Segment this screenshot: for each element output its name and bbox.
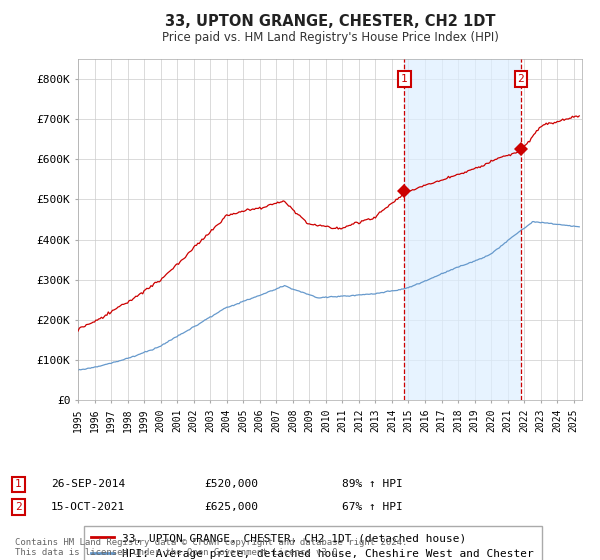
Text: 89% ↑ HPI: 89% ↑ HPI [342,479,403,489]
Text: 15-OCT-2021: 15-OCT-2021 [51,502,125,512]
Text: 1: 1 [15,479,22,489]
Text: 2: 2 [517,74,524,84]
Bar [404,59,521,400]
Text: 26-SEP-2014: 26-SEP-2014 [51,479,125,489]
Text: 1: 1 [401,74,408,84]
Text: 67% ↑ HPI: 67% ↑ HPI [342,502,403,512]
Text: 2: 2 [15,502,22,512]
Text: £520,000: £520,000 [204,479,258,489]
Text: £625,000: £625,000 [204,502,258,512]
Text: Price paid vs. HM Land Registry's House Price Index (HPI): Price paid vs. HM Land Registry's House … [161,31,499,44]
Text: Contains HM Land Registry data © Crown copyright and database right 2024.
This d: Contains HM Land Registry data © Crown c… [15,538,407,557]
Text: 33, UPTON GRANGE, CHESTER, CH2 1DT: 33, UPTON GRANGE, CHESTER, CH2 1DT [165,14,495,29]
Legend: 33, UPTON GRANGE, CHESTER, CH2 1DT (detached house), HPI: Average price, detache: 33, UPTON GRANGE, CHESTER, CH2 1DT (deta… [83,525,542,560]
